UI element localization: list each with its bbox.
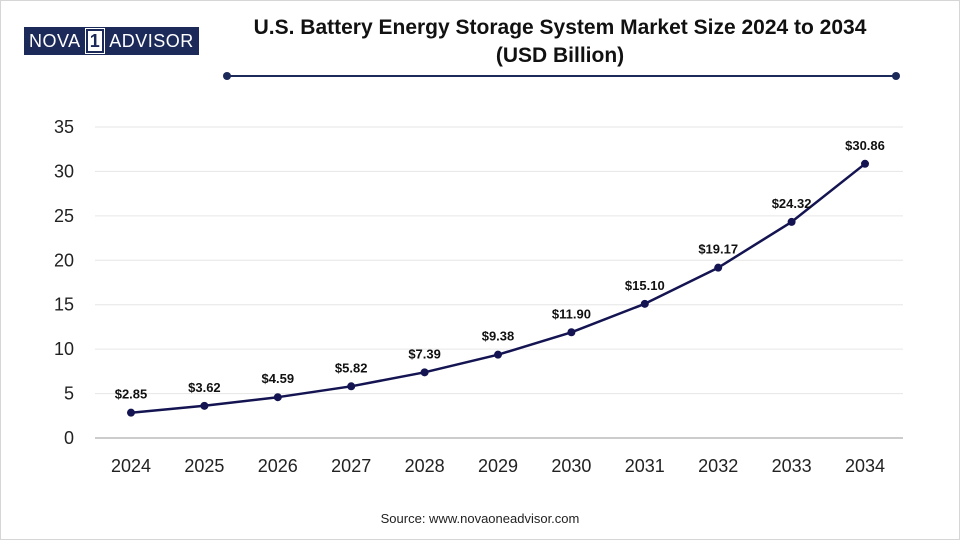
y-tick-label: 5 bbox=[64, 384, 74, 404]
data-label: $9.38 bbox=[482, 329, 515, 344]
x-tick-label: 2029 bbox=[478, 456, 518, 476]
data-label: $2.85 bbox=[115, 387, 148, 402]
y-tick-label: 0 bbox=[64, 428, 74, 448]
x-tick-label: 2025 bbox=[184, 456, 224, 476]
title-rule bbox=[223, 72, 900, 80]
x-tick-label: 2032 bbox=[698, 456, 738, 476]
chart-title-line-1: U.S. Battery Energy Storage System Marke… bbox=[253, 16, 867, 39]
data-label: $19.17 bbox=[698, 242, 738, 257]
data-point bbox=[273, 393, 282, 402]
series-line bbox=[130, 162, 866, 414]
data-point bbox=[567, 328, 576, 337]
data-label: $11.90 bbox=[552, 306, 591, 321]
y-tick-label: 20 bbox=[54, 250, 74, 270]
x-tick-label: 2024 bbox=[111, 456, 151, 476]
x-tick-label: 2028 bbox=[405, 456, 445, 476]
x-tick-label: 2030 bbox=[551, 456, 591, 476]
data-point bbox=[714, 263, 723, 272]
title-rule-dot-right bbox=[892, 72, 900, 80]
data-point bbox=[640, 299, 649, 308]
data-label: $4.59 bbox=[262, 371, 295, 386]
x-tick-label: 2026 bbox=[258, 456, 298, 476]
x-tick-label: 2027 bbox=[331, 456, 371, 476]
data-point bbox=[347, 382, 356, 391]
y-tick-label: 25 bbox=[54, 206, 74, 226]
x-tick-label: 2034 bbox=[845, 456, 885, 476]
series-market-size bbox=[127, 159, 869, 417]
brand-logo-part-a: NOVA bbox=[25, 28, 85, 54]
data-point bbox=[420, 368, 429, 377]
data-point bbox=[861, 159, 869, 168]
data-label: $5.82 bbox=[335, 360, 368, 375]
data-label: $24.32 bbox=[772, 196, 812, 211]
brand-logo-part-b: 1 bbox=[85, 29, 105, 53]
y-tick-label: 10 bbox=[54, 339, 74, 359]
data-label: $15.10 bbox=[625, 278, 665, 293]
data-label: $7.39 bbox=[408, 346, 441, 361]
title-rule-dot-left bbox=[223, 72, 231, 80]
brand-logo: NOVA 1 ADVISOR bbox=[24, 27, 199, 55]
brand-logo-part-c: ADVISOR bbox=[105, 28, 198, 54]
data-point bbox=[494, 350, 502, 359]
x-tick-label: 2033 bbox=[772, 456, 812, 476]
data-point bbox=[200, 401, 209, 410]
y-tick-label: 30 bbox=[54, 161, 74, 181]
y-tick-label: 35 bbox=[54, 117, 74, 137]
data-point bbox=[127, 408, 135, 417]
source-note: Source: www.novaoneadvisor.com bbox=[380, 511, 580, 526]
y-tick-label: 15 bbox=[54, 295, 74, 315]
x-axis: 2024 2025 2026 2027 2028 2029 2030 2031 2032 2033… bbox=[95, 437, 903, 476]
chart-title: U.S. Battery Energy Storage System Marke… bbox=[200, 14, 920, 70]
data-point bbox=[787, 217, 796, 226]
data-label: $3.62 bbox=[188, 380, 221, 395]
gridlines bbox=[95, 126, 903, 395]
data-label: $30.86 bbox=[845, 138, 885, 153]
chart-title-line-2: (USD Billion) bbox=[495, 44, 625, 67]
y-axis: 0 5 10 15 20 25 30 35 bbox=[54, 117, 74, 448]
x-tick-label: 2031 bbox=[625, 456, 665, 476]
data-labels: $2.85 $3.62 $4.59 $5.82 $7.39 $9.38 $11.90 $15.… bbox=[115, 138, 885, 402]
